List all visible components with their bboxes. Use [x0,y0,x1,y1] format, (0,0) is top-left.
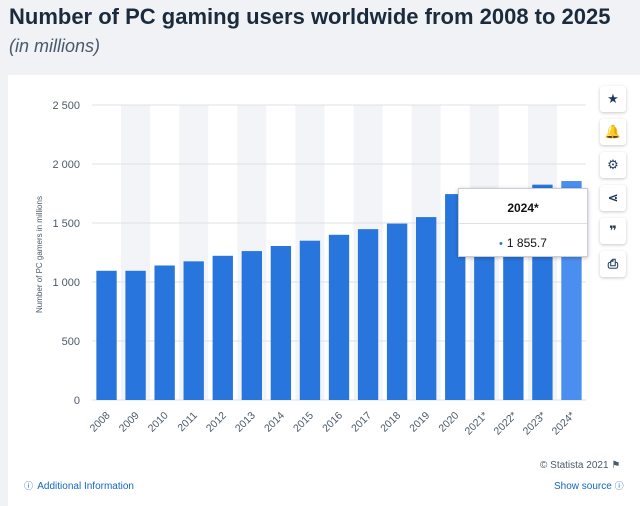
bell-icon[interactable]: 🔔 [600,119,626,145]
bar-2008[interactable] [96,270,117,400]
copyright: © Statista 2021 ⚑ [540,460,620,471]
x-tick-label: 2024* [550,410,578,438]
x-tick-label: 2014 [262,410,287,435]
bar-2012[interactable] [212,255,233,400]
x-tick-label: 2019 [407,410,432,435]
tooltip-title: 2024* [459,189,587,224]
share-icon[interactable]: ⋖ [600,185,626,211]
x-tick-label: 2008 [88,410,113,435]
chart-y-ticks: 0 500 1 000 1 500 2 000 2 500 [52,100,80,407]
bar-2019[interactable] [416,217,437,400]
bar-2014[interactable] [270,246,292,400]
show-source-label: Show source [554,481,612,492]
x-tick-label: 2021* [463,410,491,438]
page-title: Number of PC gaming users worldwide from… [9,4,611,29]
additional-information-link[interactable]: ⓘ Additional Information [24,479,134,492]
chart-card: 0 500 1 000 1 500 2 000 2 500 2008 2009 2010 201… [8,75,640,506]
info-icon: ⓘ [24,481,34,491]
tooltip-bullet: • [499,238,503,250]
y-tick-label: 1 500 [52,218,80,230]
bar-2016[interactable] [328,234,350,400]
x-tick-label: 2009 [117,410,142,435]
y-tick-label: 2 000 [52,159,80,171]
y-tick-label: 1 000 [52,277,80,289]
star-icon[interactable]: ★ [600,86,626,112]
x-tick-label: 2017 [349,410,374,435]
quote-icon[interactable]: ❞ [600,218,626,244]
bar-2009[interactable] [125,270,146,400]
page-subtitle: (in millions) [9,36,101,56]
x-tick-label: 2012 [204,410,229,435]
y-tick-label: 0 [74,395,80,407]
bar-2015[interactable] [299,240,321,400]
chart-x-ticks: 2008 2009 2010 2011 2012 2013 2014 2015 2016 2017… [88,410,578,438]
x-tick-label: 2015 [291,410,316,435]
y-axis-label: Number of PC gamers in millions [35,196,44,313]
show-source-link[interactable]: Show source ⓘ [554,479,626,492]
bar-2011[interactable] [183,261,204,400]
x-tick-label: 2013 [233,410,258,435]
copyright-text: © Statista 2021 [540,460,609,471]
bar-2018[interactable] [386,223,408,400]
tooltip-value: 1 855.7 [506,236,547,250]
x-tick-label: 2016 [320,410,345,435]
x-tick-label: 2010 [146,410,171,435]
chart-bars [96,181,582,400]
y-tick-label: 500 [62,336,80,348]
bar-2013[interactable] [241,251,262,400]
bar-2010[interactable] [154,265,175,400]
gear-icon[interactable]: ⚙ [600,152,626,178]
tooltip-value-row: • 1 855.7 [459,224,587,250]
chart-toolbar: ★ 🔔 ⚙ ⋖ ❞ ⎙ [600,86,626,284]
x-tick-label: 2020 [436,410,461,435]
source-info-icon: ⓘ [614,481,624,491]
x-tick-label: 2018 [378,410,403,435]
x-tick-label: 2022* [492,410,520,438]
x-tick-label: 2023* [521,410,549,438]
additional-information-label: Additional Information [37,481,134,492]
x-tick-label: 2011 [175,410,200,435]
chart-tooltip: 2024* • 1 855.7 [458,188,588,257]
bar-2017[interactable] [357,229,379,400]
print-icon[interactable]: ⎙ [600,251,626,277]
flag-icon[interactable]: ⚑ [611,460,621,471]
y-tick-label: 2 500 [52,100,80,112]
